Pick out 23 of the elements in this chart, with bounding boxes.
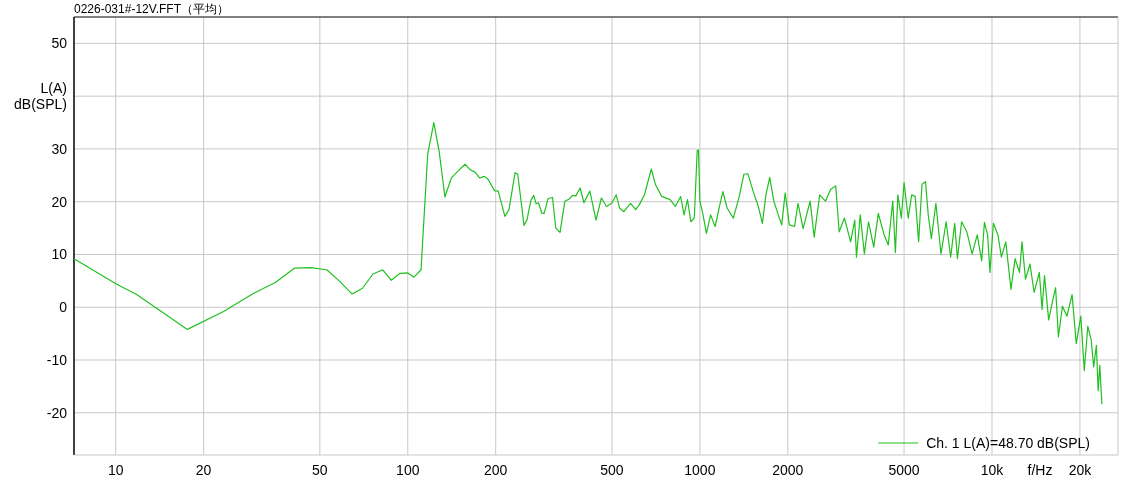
x-tick-label: 100 — [396, 462, 420, 478]
title: 0226-031#-12V.FFT（平均） — [74, 2, 229, 16]
y-tick-label: -20 — [46, 404, 68, 421]
x-tick-label: 20 — [195, 462, 212, 478]
x-tick-label: 5000 — [888, 462, 920, 478]
x-tick-label: 50 — [312, 462, 328, 478]
legend-label: Ch. 1 L(A)=48.70 dB(SPL) — [926, 435, 1090, 451]
x-tick-label: 2000 — [772, 462, 804, 478]
x-tick-label: 20k — [1068, 462, 1093, 478]
y-tick-label: 0 — [59, 299, 68, 316]
legend: Ch. 1 L(A)=48.70 dB(SPL) — [877, 435, 1090, 451]
y-tick-label: 20 — [51, 193, 68, 210]
y-tick-label: 10 — [51, 246, 68, 263]
xlabel: f/Hz — [1027, 462, 1053, 478]
y-tick-label: -10 — [46, 352, 68, 369]
x-tick-label: 1000 — [684, 462, 716, 478]
x-tick-label: 200 — [484, 462, 508, 478]
x-tick-label: 10 — [107, 462, 124, 478]
y-tick-label: 50 — [51, 35, 68, 52]
y-tick-label: 30 — [51, 140, 68, 157]
x-tick-label: 500 — [600, 462, 624, 478]
ylabel: L(A) dB(SPL) — [14, 80, 67, 113]
x-tick-label: 10k — [980, 462, 1005, 478]
